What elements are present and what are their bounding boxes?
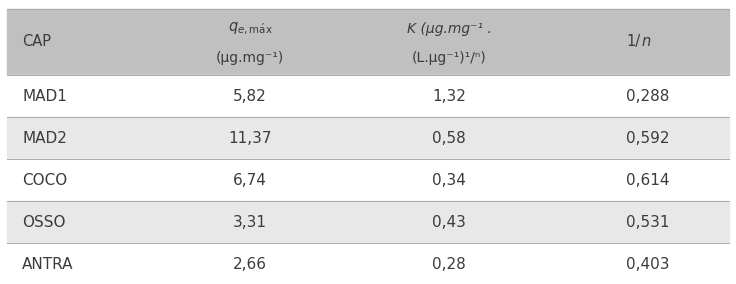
Text: 1,32: 1,32 bbox=[432, 89, 466, 104]
Bar bbox=[7, 117, 729, 159]
Text: $q_{e,\mathregular{m\'{a}x}}$: $q_{e,\mathregular{m\'{a}x}}$ bbox=[228, 21, 272, 37]
Bar bbox=[7, 243, 729, 284]
Text: 0,43: 0,43 bbox=[432, 215, 466, 230]
Text: COCO: COCO bbox=[22, 173, 67, 188]
Text: n: n bbox=[642, 34, 651, 49]
Text: (L.μg⁻¹)¹/ⁿ): (L.μg⁻¹)¹/ⁿ) bbox=[411, 51, 486, 64]
Text: (μg.mg⁻¹): (μg.mg⁻¹) bbox=[216, 51, 284, 64]
Text: CAP: CAP bbox=[22, 34, 51, 49]
Text: MAD1: MAD1 bbox=[22, 89, 67, 104]
Text: 11,37: 11,37 bbox=[228, 131, 272, 146]
Text: MAD2: MAD2 bbox=[22, 131, 67, 146]
Text: 5,82: 5,82 bbox=[233, 89, 267, 104]
Text: OSSO: OSSO bbox=[22, 215, 66, 230]
Text: 0,58: 0,58 bbox=[432, 131, 466, 146]
Text: 1/: 1/ bbox=[626, 34, 640, 49]
Text: 2,66: 2,66 bbox=[233, 257, 267, 272]
Text: 0,34: 0,34 bbox=[432, 173, 466, 188]
Text: 0,403: 0,403 bbox=[626, 257, 670, 272]
Bar bbox=[7, 75, 729, 117]
Text: K (μg.mg⁻¹ .: K (μg.mg⁻¹ . bbox=[406, 22, 492, 36]
Bar bbox=[7, 9, 729, 75]
Text: 0,288: 0,288 bbox=[626, 89, 669, 104]
Text: 6,74: 6,74 bbox=[233, 173, 267, 188]
Text: 0,614: 0,614 bbox=[626, 173, 670, 188]
Text: 0,592: 0,592 bbox=[626, 131, 670, 146]
Bar bbox=[7, 159, 729, 201]
Text: 0,28: 0,28 bbox=[432, 257, 466, 272]
Text: 0,531: 0,531 bbox=[626, 215, 670, 230]
Text: ANTRA: ANTRA bbox=[22, 257, 74, 272]
Bar bbox=[7, 201, 729, 243]
Text: 3,31: 3,31 bbox=[233, 215, 267, 230]
